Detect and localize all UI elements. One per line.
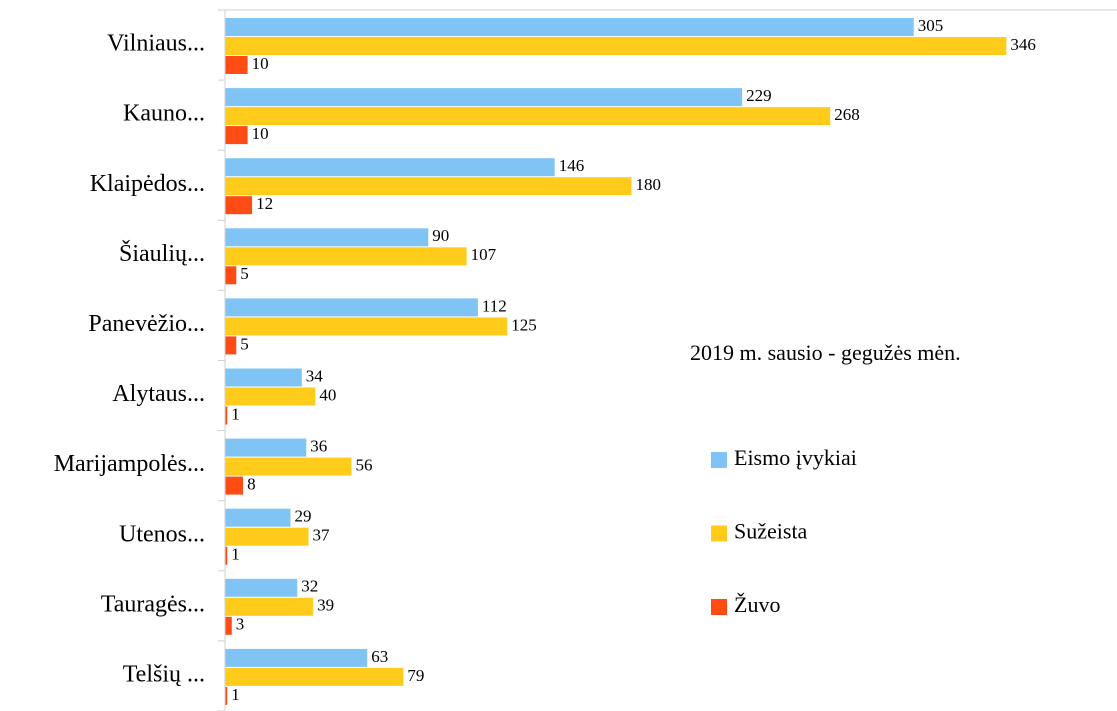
legend-label: Eismo įvykiai [734,445,857,470]
bar [225,158,555,177]
data-label: 180 [635,175,661,194]
bar [225,336,237,355]
y-tick-label: Šiaulių... [119,240,205,267]
legend-swatch [711,525,727,542]
legend-label: Žuvo [734,592,780,617]
data-label: 1 [231,404,240,423]
bar [225,266,237,285]
data-label: 10 [252,54,269,73]
y-tick-label: Klaipėdos... [90,171,205,197]
data-label: 125 [511,315,536,334]
data-label: 268 [834,105,860,124]
y-tick-label: Alytaus... [112,381,205,407]
data-label: 32 [301,577,318,596]
bar [225,667,404,686]
bar [225,368,302,387]
bar [225,177,632,196]
data-label: 5 [240,264,249,283]
bar [225,298,478,317]
bar [225,107,831,126]
data-label: 5 [240,334,249,353]
data-label: 1 [231,685,240,704]
bar [225,56,248,74]
data-label: 1 [231,545,240,564]
bar [225,247,467,266]
y-tick-label: Utenos... [119,521,205,547]
y-tick-label: Kauno... [123,101,205,127]
bar [225,438,307,457]
bar [225,387,316,406]
data-label: 107 [471,245,497,264]
data-label: 63 [371,647,388,666]
bar [225,476,244,495]
bar [225,457,352,476]
bar [225,686,228,705]
data-label: 29 [294,507,311,526]
bar [225,88,743,107]
legend-swatch [711,452,727,468]
bar [225,597,314,616]
data-label: 79 [407,666,424,685]
data-label: 305 [918,16,944,35]
data-label: 146 [559,156,585,175]
bar [225,18,914,36]
data-label: 56 [355,456,372,475]
bar [225,527,309,546]
bar [225,126,248,145]
data-label: 39 [317,596,334,615]
bar [225,317,508,336]
data-label: 36 [310,437,327,456]
data-label: 40 [319,385,336,404]
y-tick-label: Marijampolės... [54,451,205,477]
chart-title: 2019 m. sausio - gegužės mėn. [690,340,961,365]
y-tick-label: Vilniaus... [107,31,205,57]
data-label: 90 [432,226,449,245]
bar [225,508,291,527]
data-label: 346 [1010,35,1036,54]
data-label: 229 [746,86,772,105]
data-label: 12 [256,194,273,213]
bar [225,578,298,597]
bar [225,546,228,565]
y-tick-label: Tauragės... [101,591,205,617]
bar [225,648,368,667]
data-label: 8 [247,475,256,494]
y-tick-label: Telšių ... [123,661,205,687]
legend-label: Sužeista [734,519,808,544]
data-label: 3 [236,615,245,634]
data-label: 37 [313,526,331,545]
bar [225,196,253,215]
data-label: 10 [252,124,269,143]
bar [225,406,228,425]
bar [225,616,232,635]
legend-swatch [711,599,727,615]
y-tick-label: Panevėžio... [88,311,205,337]
data-label: 34 [306,366,324,385]
data-label: 112 [482,296,507,315]
bar [225,228,429,247]
bar [225,37,1007,55]
